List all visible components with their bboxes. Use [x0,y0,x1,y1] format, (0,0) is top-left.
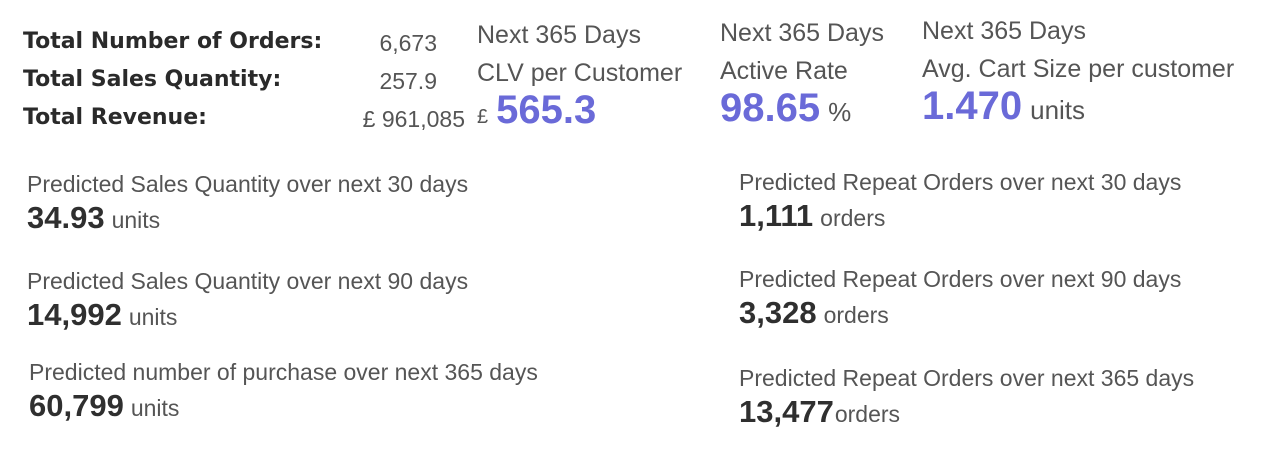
pred-purchase-365-caption: Predicted number of purchase over next 3… [29,359,538,385]
pred-sales-30-value-line: 34.93 units [27,200,468,236]
pred-repeat-30-value: 1,111 [739,198,814,233]
pred-sales-90-value-line: 14,992 units [27,297,468,333]
pred-repeat-90-unit: orders [823,302,889,328]
kpi-active-rate-value: 98.65 [720,86,821,130]
pred-purchase-365-unit: units [130,395,180,421]
kpi-clv-value-line: £ 565.3 [477,88,682,133]
kpi-active-rate-period: Next 365 Days [720,19,884,47]
kpi-active-rate-title: Active Rate [720,57,848,85]
pred-purchase-365-value-line: 60,799 units [29,388,538,424]
pred-repeat-365-caption: Predicted Repeat Orders over next 365 da… [739,365,1195,391]
kpi-active-rate-card: Next 365 Days Active Rate 98.65 % [720,21,884,131]
total-orders-value: 6,673 [379,30,437,56]
kpi-cart-size-card: Next 365 Days Avg. Cart Size per custome… [922,19,1234,129]
total-revenue-value: £ 961,085 [362,106,465,132]
total-sales-quantity-label: Total Sales Quantity: [23,67,282,92]
pred-purchase-365-block: Predicted number of purchase over next 3… [29,361,538,424]
kpi-clv-period: Next 365 Days [477,21,641,49]
pred-repeat-90-value-line: 3,328 orders [739,295,1181,331]
pred-sales-90-unit: units [128,304,178,330]
kpi-active-rate-unit: % [828,97,852,127]
kpi-clv-title: CLV per Customer [477,59,683,87]
total-sales-quantity-value: 257.9 [379,68,437,94]
kpi-clv-currency: £ [477,106,489,128]
kpi-cart-size-period: Next 365 Days [922,17,1086,45]
pred-sales-30-block: Predicted Sales Quantity over next 30 da… [27,173,468,236]
pred-purchase-365-value: 60,799 [29,388,124,423]
pred-sales-30-caption: Predicted Sales Quantity over next 30 da… [27,171,469,197]
pred-repeat-30-block: Predicted Repeat Orders over next 30 day… [739,171,1181,234]
pred-repeat-90-block: Predicted Repeat Orders over next 90 day… [739,268,1181,331]
pred-repeat-30-caption: Predicted Repeat Orders over next 30 day… [739,169,1182,195]
pred-sales-90-block: Predicted Sales Quantity over next 90 da… [27,270,468,333]
pred-repeat-30-unit: orders [820,205,886,231]
pred-repeat-365-value-line: 13,477 orders [739,394,1194,430]
kpi-cart-size-value: 1.470 [922,84,1023,128]
pred-repeat-30-value-line: 1,111 orders [739,198,1181,234]
kpi-clv-value: 565.3 [496,88,597,132]
pred-sales-90-caption: Predicted Sales Quantity over next 90 da… [27,268,469,294]
pred-repeat-90-value: 3,328 [739,295,817,330]
kpi-clv-card: Next 365 Days CLV per Customer £ 565.3 [477,23,682,133]
kpi-active-rate-value-line: 98.65 % [720,86,884,131]
kpi-cart-size-unit: units [1030,95,1086,125]
total-revenue-label: Total Revenue: [23,105,207,130]
pred-sales-90-value: 14,992 [27,297,122,332]
total-orders-label: Total Number of Orders: [23,29,323,54]
pred-repeat-90-caption: Predicted Repeat Orders over next 90 day… [739,266,1182,292]
pred-repeat-365-value: 13,477 [739,394,834,429]
pred-repeat-365-unit: orders [834,401,901,427]
kpi-cart-size-title: Avg. Cart Size per customer [922,55,1235,83]
pred-sales-30-unit: units [111,207,161,233]
kpi-cart-size-value-line: 1.470 units [922,84,1234,129]
pred-repeat-365-block: Predicted Repeat Orders over next 365 da… [739,367,1194,430]
pred-sales-30-value: 34.93 [27,200,105,235]
